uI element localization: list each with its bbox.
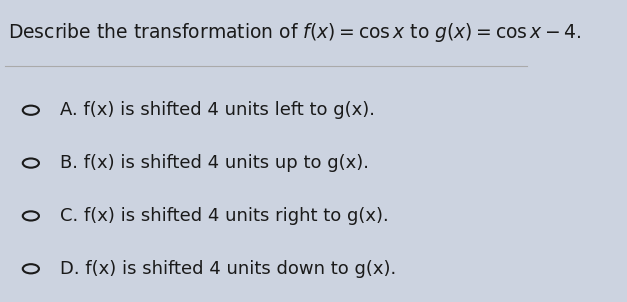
Text: Describe the transformation of $f(x) = \cos x$ to $g(x) = \cos x - 4.$: Describe the transformation of $f(x) = \… [8,21,582,44]
Text: A. f(x) is shifted 4 units left to g(x).: A. f(x) is shifted 4 units left to g(x). [60,101,375,119]
Text: B. f(x) is shifted 4 units up to g(x).: B. f(x) is shifted 4 units up to g(x). [60,154,369,172]
Text: C. f(x) is shifted 4 units right to g(x).: C. f(x) is shifted 4 units right to g(x)… [60,207,389,225]
Text: D. f(x) is shifted 4 units down to g(x).: D. f(x) is shifted 4 units down to g(x). [60,260,396,278]
